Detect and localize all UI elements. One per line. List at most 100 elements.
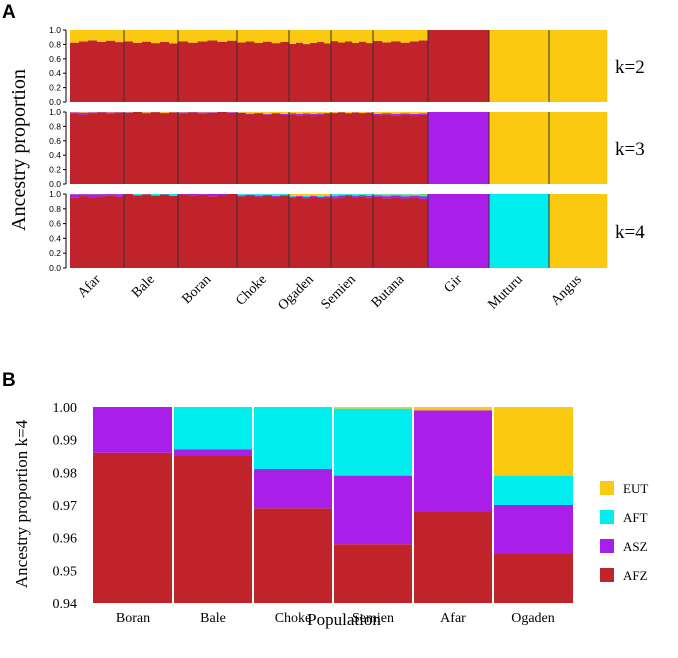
- y-tick-label: 0.0: [49, 97, 61, 107]
- admixture-bar-AFZ: [391, 197, 401, 268]
- admixture-bar-ASZ: [227, 112, 238, 114]
- stack-bar-AFZ: [413, 511, 493, 603]
- admixture-bar-ASZ: [317, 113, 325, 115]
- admixture-bar-EUT: [391, 30, 401, 42]
- x-tick-label: Boran: [116, 611, 150, 626]
- admixture-bar-EUT: [382, 112, 392, 114]
- stack-bar-AFZ: [253, 508, 333, 603]
- admixture-bar-EUT: [289, 194, 297, 196]
- x-tick-label: Semien: [319, 272, 359, 312]
- admixture-bar-EUT: [310, 194, 318, 196]
- admixture-bar-AFZ: [338, 112, 346, 184]
- admixture-bar-ASZ: [324, 196, 332, 198]
- admixture-bar-EUT: [106, 30, 116, 41]
- admixture-bar-AFZ: [263, 114, 272, 184]
- stack-bar-AFT: [333, 408, 413, 476]
- admixture-bar-AFZ: [345, 41, 353, 102]
- admixture-bar-ASZ: [254, 195, 264, 197]
- admixture-bar-ASZ: [142, 112, 152, 114]
- admixture-bar-EUT: [115, 30, 125, 43]
- admixture-bar-EUT: [289, 30, 297, 44]
- x-tick-label: Butana: [369, 272, 408, 311]
- admixture-bar-AFZ: [237, 113, 246, 184]
- admixture-bar-AFT: [489, 194, 550, 268]
- admixture-bar-EUT: [263, 112, 272, 114]
- admixture-bar-EUT: [409, 112, 420, 115]
- legend-swatch-AFT: [600, 510, 614, 524]
- admixture-bar-AFZ: [324, 197, 332, 268]
- admixture-bar-ASZ: [207, 194, 218, 197]
- admixture-bar-AFZ: [373, 196, 383, 268]
- admixture-bar-AFZ: [338, 42, 346, 102]
- admixture-bar-ASZ: [359, 195, 367, 197]
- admixture-bar-ASZ: [382, 196, 392, 199]
- admixture-bar-AFZ: [296, 196, 304, 268]
- x-tick-label: Afar: [75, 272, 104, 301]
- admixture-bar-AFZ: [382, 42, 392, 102]
- admixture-bar-AFZ: [245, 195, 255, 268]
- stack-bar-ASZ: [173, 449, 253, 456]
- stack-bar-AFZ: [173, 456, 253, 603]
- admixture-bar-AFZ: [280, 195, 290, 268]
- y-tick-label: 0.6: [49, 54, 61, 64]
- admixture-bar-AFZ: [382, 198, 392, 268]
- admixture-bar-AFZ: [352, 197, 360, 268]
- k-label: k=2: [615, 57, 645, 78]
- admixture-bar-EUT: [359, 112, 367, 114]
- admixture-bar-ASZ: [197, 194, 208, 195]
- admixture-bar-EUT: [70, 30, 80, 43]
- k-label: k=4: [615, 222, 645, 243]
- admixture-bar-AFZ: [317, 114, 325, 184]
- y-tick-label: 0.4: [49, 233, 61, 243]
- admixture-bar-AFZ: [133, 112, 143, 184]
- x-tick-label: Ogaden: [275, 272, 316, 313]
- admixture-bar-ASZ: [418, 113, 429, 115]
- admixture-bar-ASZ: [418, 196, 429, 199]
- legend-label-AFZ: AFZ: [623, 568, 648, 583]
- admixture-bar-ASZ: [428, 194, 490, 268]
- y-tick-label: 0.2: [49, 83, 61, 93]
- y-tick-label: 0.96: [53, 532, 78, 547]
- stack-bar-ASZ: [93, 407, 173, 453]
- y-tick-label: 0.94: [53, 597, 78, 612]
- admixture-bar-EUT: [352, 30, 360, 43]
- admixture-bar-AFZ: [106, 113, 116, 184]
- admixture-bar-AFZ: [237, 196, 246, 268]
- admixture-bar-EUT: [254, 112, 264, 113]
- admixture-bar-AFZ: [197, 194, 208, 268]
- admixture-bar-AFZ: [366, 197, 374, 268]
- admixture-bar-AFZ: [271, 113, 281, 184]
- admixture-bar-EUT: [237, 30, 246, 43]
- admixture-bar-ASZ: [359, 113, 367, 115]
- admixture-bar-ASZ: [289, 113, 297, 115]
- admixture-bar-AFZ: [169, 43, 179, 102]
- admixture-bar-AFT: [263, 194, 272, 195]
- admixture-bar-AFZ: [391, 115, 401, 184]
- admixture-bar-AFZ: [254, 42, 264, 102]
- admixture-bar-EUT: [303, 112, 311, 114]
- admixture-bar-AFT: [373, 194, 383, 196]
- x-tick-label: Semien: [352, 611, 394, 626]
- admixture-bar-AFZ: [296, 42, 304, 102]
- admixture-bar-AFZ: [331, 113, 339, 184]
- stack-bar-AFZ: [493, 554, 573, 603]
- admixture-bar-EUT: [151, 30, 161, 44]
- legend-label-AFT: AFT: [623, 510, 648, 525]
- admixture-bar-AFZ: [296, 115, 304, 184]
- admixture-bar-EUT: [217, 30, 228, 42]
- admixture-bar-ASZ: [79, 112, 89, 115]
- admixture-bar-AFZ: [97, 41, 107, 102]
- stack-bar-AFT: [493, 475, 573, 505]
- x-tick-label: Bale: [129, 272, 158, 301]
- admixture-bar-ASZ: [391, 195, 401, 198]
- admixture-bar-EUT: [345, 30, 353, 42]
- admixture-bar-EUT: [324, 194, 332, 196]
- admixture-bar-EUT: [373, 30, 383, 41]
- legend-label-EUT: EUT: [623, 481, 648, 496]
- admixture-bar-EUT: [79, 30, 89, 42]
- admixture-bar-AFZ: [178, 113, 189, 184]
- y-tick-label: 1.0: [49, 25, 61, 35]
- admixture-bar-AFZ: [280, 41, 290, 102]
- admixture-bar-EUT: [418, 30, 429, 41]
